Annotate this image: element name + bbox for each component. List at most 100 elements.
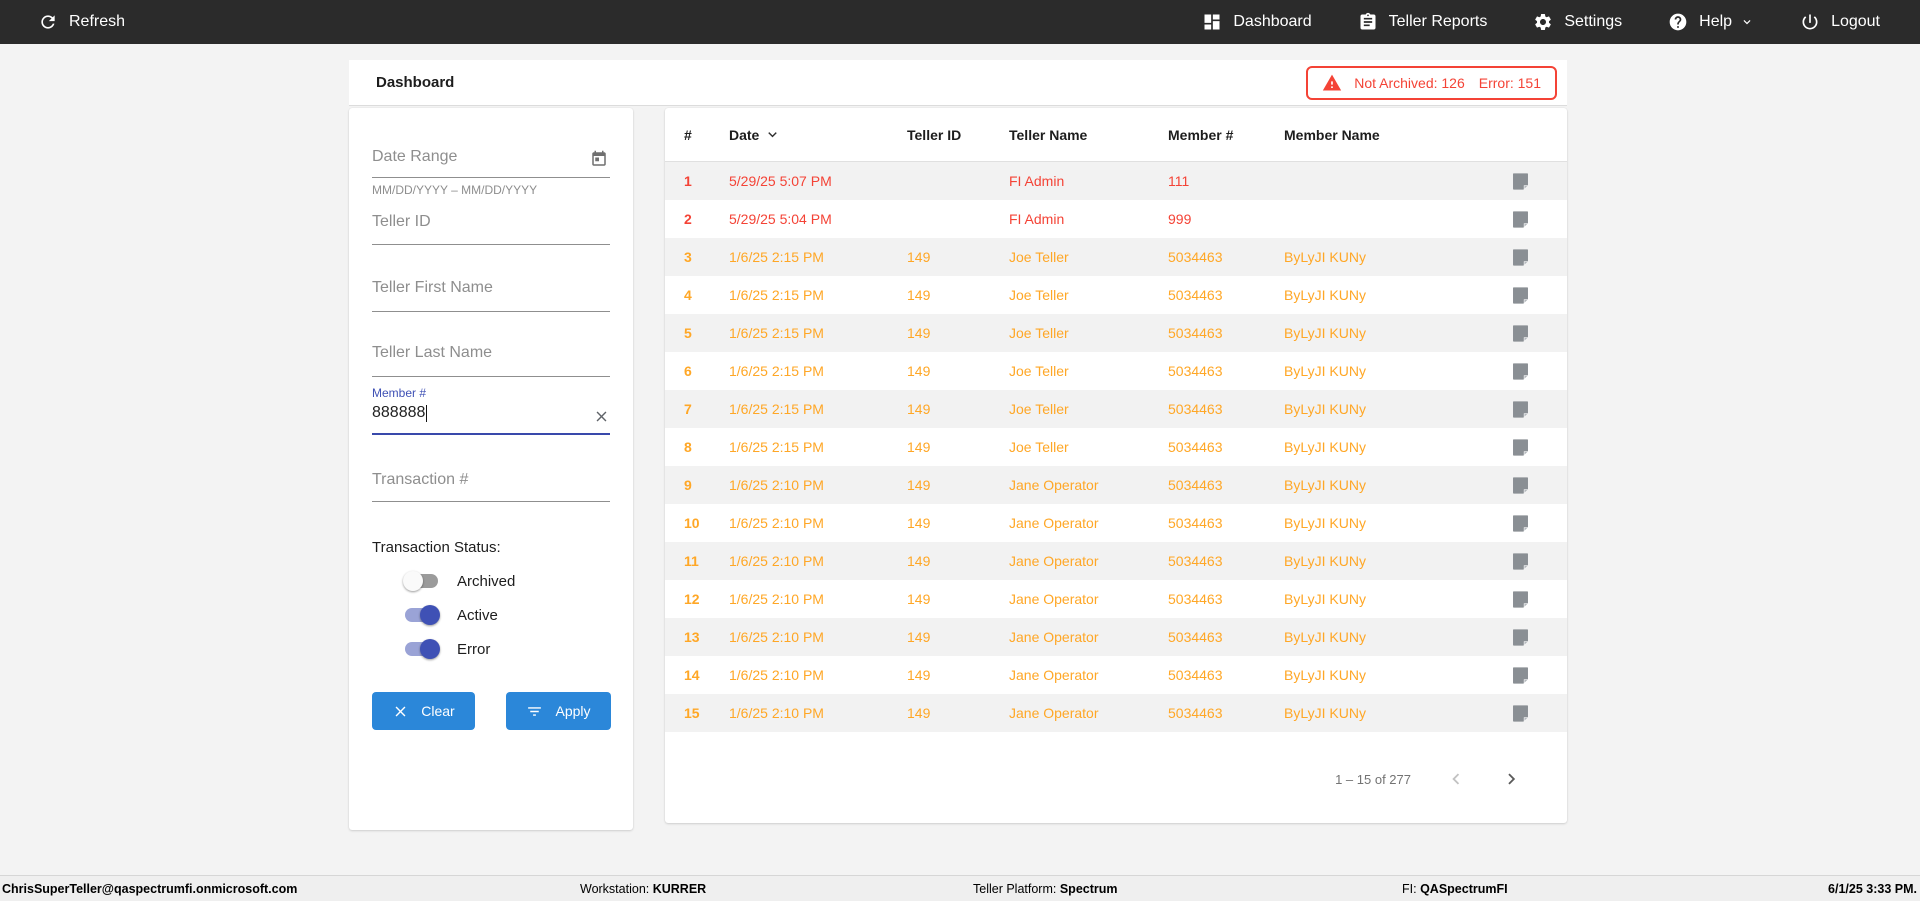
nav-dashboard-label: Dashboard xyxy=(1233,13,1312,30)
nav-help[interactable]: Help xyxy=(1668,12,1754,32)
toggle-thumb xyxy=(403,571,423,591)
note-icon[interactable] xyxy=(1488,400,1553,419)
note-icon[interactable] xyxy=(1488,172,1553,191)
note-icon[interactable] xyxy=(1488,666,1553,685)
next-page-button[interactable] xyxy=(1501,768,1523,790)
table-row[interactable]: 9 1/6/25 2:10 PM 149 Jane Operator 50344… xyxy=(665,466,1567,504)
note-icon[interactable] xyxy=(1488,476,1553,495)
row-number: 12 xyxy=(684,591,700,607)
cell-teller-id: 149 xyxy=(907,287,931,303)
nav-settings[interactable]: Settings xyxy=(1533,12,1622,32)
cell-date: 1/6/25 2:10 PM xyxy=(729,515,824,531)
nav-teller-reports[interactable]: Teller Reports xyxy=(1358,12,1487,32)
toggle-row-active: Active xyxy=(403,605,498,625)
note-icon[interactable] xyxy=(1488,438,1553,457)
cell-member-num: 5034463 xyxy=(1168,553,1223,569)
calendar-icon[interactable] xyxy=(590,150,608,168)
table-row[interactable]: 14 1/6/25 2:10 PM 149 Jane Operator 5034… xyxy=(665,656,1567,694)
teller-first-name-field[interactable]: Teller First Name xyxy=(372,279,610,312)
alert-badge[interactable]: Not Archived: 126 Error: 151 xyxy=(1306,65,1557,100)
cell-teller-name: Joe Teller xyxy=(1009,287,1069,303)
cell-date: 1/6/25 2:15 PM xyxy=(729,401,824,417)
note-icon[interactable] xyxy=(1488,286,1553,305)
transactions-panel: # Date Teller ID Teller Name Member # Me… xyxy=(665,108,1567,823)
note-icon[interactable] xyxy=(1488,248,1553,267)
cell-teller-id: 149 xyxy=(907,249,931,265)
table-row[interactable]: 5 1/6/25 2:15 PM 149 Joe Teller 5034463 … xyxy=(665,314,1567,352)
table-row[interactable]: 4 1/6/25 2:15 PM 149 Joe Teller 5034463 … xyxy=(665,276,1567,314)
note-icon[interactable] xyxy=(1488,514,1553,533)
cell-teller-name: Jane Operator xyxy=(1009,553,1099,569)
col-header-date[interactable]: Date xyxy=(729,126,907,143)
col-header-member-name: Member Name xyxy=(1284,126,1380,143)
field-underline xyxy=(372,311,610,312)
cell-teller-name: Jane Operator xyxy=(1009,705,1099,721)
prev-page-button[interactable] xyxy=(1445,768,1467,790)
chevron-left-icon xyxy=(1445,768,1467,790)
archived-toggle[interactable] xyxy=(403,571,440,591)
cell-teller-id: 149 xyxy=(907,553,931,569)
refresh-button[interactable]: Refresh xyxy=(38,12,125,32)
cell-teller-id: 149 xyxy=(907,591,931,607)
nav-dashboard[interactable]: Dashboard xyxy=(1202,12,1312,32)
table-row[interactable]: 15 1/6/25 2:10 PM 149 Jane Operator 5034… xyxy=(665,694,1567,732)
teller-last-name-field[interactable]: Teller Last Name xyxy=(372,344,610,377)
teller-id-placeholder: Teller ID xyxy=(372,213,431,230)
table-row[interactable]: 8 1/6/25 2:15 PM 149 Joe Teller 5034463 … xyxy=(665,428,1567,466)
cell-member-num: 5034463 xyxy=(1168,515,1223,531)
platform-label: Teller Platform: xyxy=(973,881,1060,896)
note-icon[interactable] xyxy=(1488,590,1553,609)
workstation-value: KURRER xyxy=(652,881,707,896)
note-icon[interactable] xyxy=(1488,552,1553,571)
table-row[interactable]: 12 1/6/25 2:10 PM 149 Jane Operator 5034… xyxy=(665,580,1567,618)
cell-teller-name: Jane Operator xyxy=(1009,477,1099,493)
teller-id-field[interactable]: Teller ID xyxy=(372,213,610,245)
cell-date: 1/6/25 2:10 PM xyxy=(729,477,824,493)
nav-logout[interactable]: Logout xyxy=(1800,12,1880,32)
table-row[interactable]: 3 1/6/25 2:15 PM 149 Joe Teller 5034463 … xyxy=(665,238,1567,276)
transaction-number-field[interactable]: Transaction # xyxy=(372,471,610,502)
table-row[interactable]: 11 1/6/25 2:10 PM 149 Jane Operator 5034… xyxy=(665,542,1567,580)
clear-button[interactable]: Clear xyxy=(372,692,475,730)
error-toggle[interactable] xyxy=(403,639,440,659)
cell-teller-name: Joe Teller xyxy=(1009,401,1069,417)
active-toggle[interactable] xyxy=(403,605,440,625)
member-number-value: 888888 xyxy=(372,404,426,421)
date-range-field[interactable]: Date Range xyxy=(372,148,610,178)
cell-member-num: 5034463 xyxy=(1168,705,1223,721)
cell-teller-name: Joe Teller xyxy=(1009,325,1069,341)
cell-teller-name: Joe Teller xyxy=(1009,249,1069,265)
col-header-date-label: Date xyxy=(729,126,760,143)
close-icon[interactable] xyxy=(593,408,610,425)
alert-not-archived: Not Archived: 126 xyxy=(1354,74,1465,91)
note-icon[interactable] xyxy=(1488,628,1553,647)
warning-triangle-icon xyxy=(1322,73,1342,93)
row-number: 3 xyxy=(684,249,692,265)
member-number-field[interactable]: Member # 888888 xyxy=(372,386,610,435)
cell-teller-name: FI Admin xyxy=(1009,173,1065,189)
table-row[interactable]: 6 1/6/25 2:15 PM 149 Joe Teller 5034463 … xyxy=(665,352,1567,390)
note-icon[interactable] xyxy=(1488,362,1553,381)
apply-button[interactable]: Apply xyxy=(506,692,611,730)
cell-member-num: 5034463 xyxy=(1168,287,1223,303)
note-icon[interactable] xyxy=(1488,704,1553,723)
cell-date: 1/6/25 2:15 PM xyxy=(729,287,824,303)
table-row[interactable]: 13 1/6/25 2:10 PM 149 Jane Operator 5034… xyxy=(665,618,1567,656)
table-row[interactable]: 10 1/6/25 2:10 PM 149 Jane Operator 5034… xyxy=(665,504,1567,542)
table-body: 1 5/29/25 5:07 PM FI Admin 111 2 5/29/25… xyxy=(665,162,1567,732)
cell-member-name: ByLyJI KUNy xyxy=(1284,705,1366,721)
cell-date: 1/6/25 2:15 PM xyxy=(729,325,824,341)
cell-date: 1/6/25 2:10 PM xyxy=(729,705,824,721)
table-row[interactable]: 1 5/29/25 5:07 PM FI Admin 111 xyxy=(665,162,1567,200)
table-row[interactable]: 7 1/6/25 2:15 PM 149 Joe Teller 5034463 … xyxy=(665,390,1567,428)
cell-member-num: 5034463 xyxy=(1168,591,1223,607)
date-range-format-hint: MM/DD/YYYY – MM/DD/YYYY xyxy=(372,183,538,197)
col-header-teller-name: Teller Name xyxy=(1009,126,1088,143)
cell-member-name: ByLyJI KUNy xyxy=(1284,401,1366,417)
table-row[interactable]: 2 5/29/25 5:04 PM FI Admin 999 xyxy=(665,200,1567,238)
cell-teller-id: 149 xyxy=(907,439,931,455)
note-icon[interactable] xyxy=(1488,324,1553,343)
toggle-row-archived: Archived xyxy=(403,571,515,591)
cell-teller-name: Jane Operator xyxy=(1009,667,1099,683)
note-icon[interactable] xyxy=(1488,210,1553,229)
